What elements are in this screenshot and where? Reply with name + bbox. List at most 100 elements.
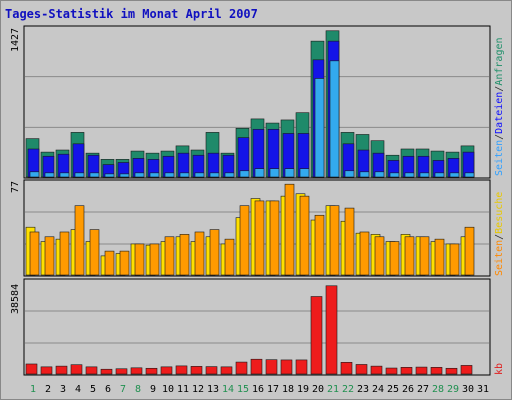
bar-middle-s1-day-16 bbox=[254, 200, 265, 276]
y-max-label-bottom: 38584 bbox=[10, 284, 21, 314]
bar-bottom-s0-day-17 bbox=[265, 359, 278, 375]
bar-bottom-s0-day-29 bbox=[445, 367, 458, 375]
x-tick-label: 2 bbox=[45, 384, 51, 395]
bar-top-s2-day-8 bbox=[134, 172, 145, 178]
bar-bottom-s0-day-2 bbox=[40, 366, 53, 375]
bar-top-s2-day-23 bbox=[359, 171, 370, 178]
legend-entry: kb bbox=[494, 363, 505, 375]
legend-middle: Seiten/Besuche bbox=[494, 192, 505, 276]
x-tick-label: 11 bbox=[177, 384, 189, 395]
x-tick-label: 26 bbox=[402, 384, 414, 395]
x-tick-label: 16 bbox=[252, 384, 264, 395]
bar-bottom-s0-day-26 bbox=[400, 367, 413, 375]
bar-top-s2-day-9 bbox=[149, 172, 160, 178]
legend-entry: Besuche bbox=[494, 192, 505, 234]
bar-bottom-s0-day-10 bbox=[160, 366, 173, 375]
bar-bottom-s0-day-12 bbox=[190, 366, 203, 375]
bar-top-s2-day-2 bbox=[44, 172, 55, 178]
bar-top-s2-day-28 bbox=[434, 172, 445, 178]
x-tick-label: 29 bbox=[447, 384, 459, 395]
bar-middle-s1-day-26 bbox=[404, 236, 415, 276]
bar-top-s2-day-21 bbox=[329, 60, 340, 178]
x-tick-label: 5 bbox=[90, 384, 96, 395]
bar-middle-s1-day-13 bbox=[209, 229, 220, 276]
bar-bottom-s0-day-5 bbox=[85, 366, 98, 375]
bar-middle-s1-day-15 bbox=[239, 205, 250, 276]
x-tick-label: 21 bbox=[327, 384, 339, 395]
bar-top-s2-day-15 bbox=[239, 170, 250, 178]
bar-top-s2-day-19 bbox=[299, 168, 310, 178]
bar-middle-s1-day-25 bbox=[389, 241, 400, 276]
x-tick-label: 6 bbox=[105, 384, 111, 395]
bar-middle-s1-day-3 bbox=[59, 231, 70, 276]
bar-middle-s1-day-14 bbox=[224, 238, 235, 276]
x-tick-label: 23 bbox=[357, 384, 369, 395]
bar-middle-s1-day-23 bbox=[359, 231, 370, 276]
bar-middle-s1-day-4 bbox=[74, 205, 85, 276]
bar-bottom-s0-day-30 bbox=[460, 365, 473, 375]
bar-middle-s1-day-8 bbox=[134, 243, 145, 276]
bar-middle-s1-day-6 bbox=[104, 250, 115, 276]
y-max-label-top: 1427 bbox=[10, 28, 21, 52]
bar-top-s2-day-6 bbox=[104, 173, 115, 178]
bar-top-s2-day-1 bbox=[29, 171, 40, 178]
bar-top-s2-day-11 bbox=[179, 172, 190, 178]
x-tick-label: 3 bbox=[60, 384, 66, 395]
bar-bottom-s0-day-9 bbox=[145, 367, 158, 375]
bar-middle-s1-day-10 bbox=[164, 236, 175, 276]
bar-bottom-s0-day-3 bbox=[55, 365, 68, 375]
bar-bottom-s0-day-14 bbox=[220, 366, 233, 375]
bar-bottom-s0-day-4 bbox=[70, 364, 83, 375]
legend-top: Seiten/Dateien/Anfragen bbox=[494, 37, 505, 176]
bar-top-s2-day-20 bbox=[314, 78, 325, 178]
bar-middle-s1-day-28 bbox=[434, 238, 445, 276]
chart-title: Tages-Statistik im Monat April 2007 bbox=[5, 7, 258, 21]
x-tick-label: 30 bbox=[462, 384, 474, 395]
bar-bottom-s0-day-27 bbox=[415, 366, 428, 375]
x-tick-label: 19 bbox=[297, 384, 309, 395]
bar-middle-s1-day-5 bbox=[89, 229, 100, 276]
x-tick-label: 31 bbox=[477, 384, 489, 395]
bar-bottom-s0-day-7 bbox=[115, 368, 128, 375]
bar-top-s2-day-14 bbox=[224, 172, 235, 178]
bar-middle-s1-day-18 bbox=[284, 183, 295, 276]
bar-bottom-s0-day-19 bbox=[295, 359, 308, 375]
bar-bottom-s0-day-20 bbox=[310, 296, 323, 375]
bar-middle-s1-day-2 bbox=[44, 236, 55, 276]
x-tick-label: 9 bbox=[150, 384, 156, 395]
legend-entry: Seiten bbox=[494, 140, 505, 176]
x-tick-label: 1 bbox=[30, 384, 36, 395]
x-tick-label: 22 bbox=[342, 384, 354, 395]
legend-entry: Seiten bbox=[494, 240, 505, 276]
bar-top-s2-day-5 bbox=[89, 172, 100, 178]
bar-middle-s1-day-29 bbox=[449, 243, 460, 276]
x-tick-label: 14 bbox=[222, 384, 234, 395]
bar-bottom-s0-day-8 bbox=[130, 367, 143, 375]
bar-top-s2-day-26 bbox=[404, 172, 415, 178]
bar-middle-s1-day-17 bbox=[269, 200, 280, 276]
bar-middle-s1-day-11 bbox=[179, 234, 190, 276]
y-max-label-middle: 77 bbox=[10, 181, 21, 193]
bar-middle-s1-day-21 bbox=[329, 205, 340, 276]
bar-middle-s1-day-7 bbox=[119, 250, 130, 276]
bar-top-s2-day-22 bbox=[344, 170, 355, 178]
bar-bottom-s0-day-16 bbox=[250, 358, 263, 375]
bar-bottom-s0-day-11 bbox=[175, 365, 188, 375]
x-tick-label: 4 bbox=[75, 384, 81, 395]
bar-middle-s1-day-12 bbox=[194, 231, 205, 276]
bar-top-s2-day-7 bbox=[119, 173, 130, 178]
bar-bottom-s0-day-13 bbox=[205, 366, 218, 375]
legend-entry: / bbox=[494, 134, 505, 140]
bar-bottom-s0-day-23 bbox=[355, 364, 368, 375]
bar-top-s2-day-25 bbox=[389, 172, 400, 178]
bar-middle-s1-day-27 bbox=[419, 236, 430, 276]
x-tick-label: 8 bbox=[135, 384, 141, 395]
bar-top-s2-day-30 bbox=[464, 172, 475, 178]
bar-top-s2-day-16 bbox=[254, 168, 265, 178]
x-tick-label: 25 bbox=[387, 384, 399, 395]
x-tick-label: 7 bbox=[120, 384, 126, 395]
bar-bottom-s0-day-28 bbox=[430, 367, 443, 375]
bar-bottom-s0-day-22 bbox=[340, 362, 353, 375]
bar-top-s2-day-4 bbox=[74, 172, 85, 178]
legend-entry: Dateien bbox=[494, 92, 505, 134]
